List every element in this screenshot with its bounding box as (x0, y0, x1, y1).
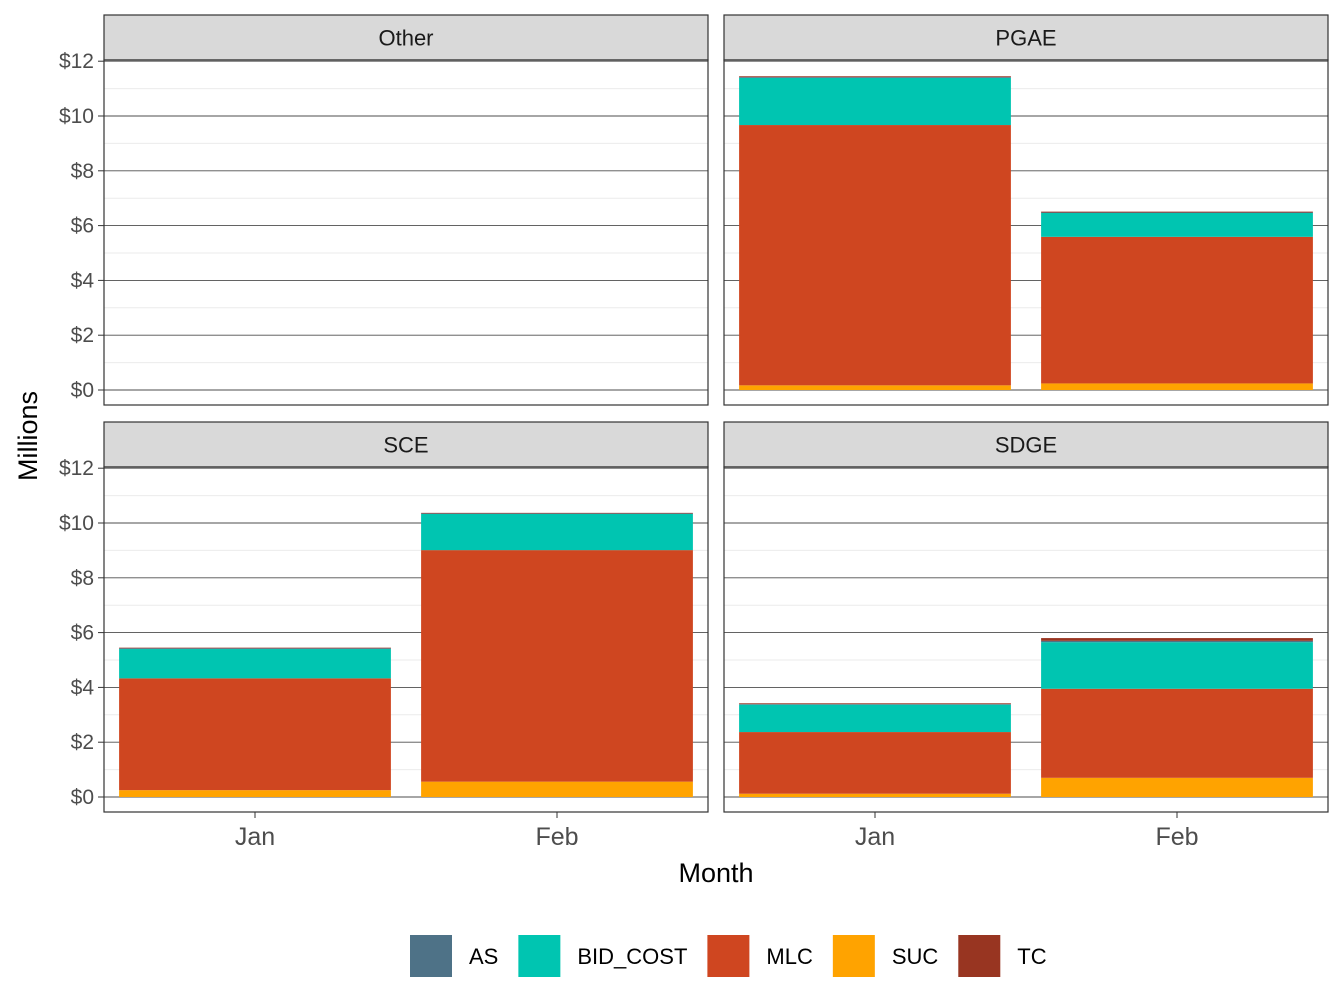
y-tick-label: $10 (59, 512, 94, 535)
bar-segment-bid-cost-feb (1041, 212, 1313, 237)
bar-segment-as-feb (1041, 212, 1313, 213)
y-tick-label: $10 (59, 105, 94, 128)
x-tick-label: Jan (235, 823, 275, 851)
bar-segment-suc-feb (1041, 383, 1313, 390)
facet-strip (103, 421, 709, 468)
y-tick-label: $12 (59, 457, 94, 480)
panel-border (103, 59, 709, 406)
legend-item-as: AS (410, 935, 498, 977)
facet-strip-label: SDGE (995, 433, 1057, 458)
bar-segment-mlc-feb (1041, 688, 1313, 778)
bar-segment-as-jan (119, 648, 391, 650)
bar-segment-suc-jan (119, 790, 391, 797)
legend-key (410, 935, 452, 977)
legend-label: TC (1017, 944, 1046, 969)
bar-segment-bid-cost-jan (739, 77, 1011, 126)
legend-label: AS (469, 944, 498, 969)
y-tick-label: $12 (59, 50, 94, 73)
facet-panel-other: Other $0 $2 $4 $6 $8 $10 $12 (59, 14, 709, 406)
bar-segment-mlc-feb (421, 550, 693, 782)
facet-panel-sce: SCE $0 $2 $4 $6 $8 $10 $12 Jan Feb (59, 421, 709, 851)
legend-item-tc: TC (958, 935, 1047, 977)
bar-segment-mlc-jan (739, 732, 1011, 794)
bar-segment-as-jan (739, 77, 1011, 78)
bar-segment-suc-jan (739, 793, 1011, 797)
y-tick-label: $2 (71, 324, 94, 347)
y-tick-label: $0 (71, 786, 94, 809)
legend-item-bid-cost: BID_COST (518, 935, 687, 977)
bar-segment-bid-cost-feb (421, 513, 693, 551)
legend-key (832, 935, 875, 977)
facet-strip (723, 421, 1329, 468)
y-tick-label: $8 (71, 567, 94, 590)
x-tick-label: Jan (855, 823, 895, 851)
bar-segment-bid-cost-jan (739, 704, 1011, 733)
facet-strip-label: PGAE (995, 26, 1056, 51)
facet-panels: Other $0 $2 $4 $6 $8 $10 $12 PGAE SCE $0 $2 $4 $6 $8 $1… (59, 14, 1329, 851)
y-tick-label: $0 (71, 379, 94, 402)
bar-segment-as-jan (739, 704, 1011, 705)
legend: AS BID_COST MLC SUC TC (410, 935, 1047, 977)
panel-border (723, 59, 1329, 406)
bar-segment-tc-feb (421, 512, 693, 514)
facet-strip (103, 14, 709, 61)
facet-panel-pgae: PGAE (723, 14, 1329, 406)
facet-strip-label: Other (378, 26, 433, 51)
y-tick-label: $6 (71, 622, 94, 645)
panel-background (104, 60, 708, 405)
facet-strip-label: SCE (383, 433, 428, 458)
legend-label: MLC (766, 944, 813, 969)
bar-segment-bid-cost-feb (1041, 642, 1313, 689)
x-tick-label: Feb (1155, 823, 1198, 851)
bar-segment-as-feb (421, 513, 693, 514)
bar-segment-tc-jan (119, 647, 391, 649)
facet-strip (723, 14, 1329, 61)
bar-segment-mlc-jan (119, 678, 391, 791)
x-axis-title: Month (678, 858, 753, 888)
legend-key (958, 935, 1001, 977)
y-tick-label: $2 (71, 731, 94, 754)
legend-key (707, 935, 750, 977)
facet-panel-sdge: SDGE Jan Feb (723, 421, 1329, 851)
y-tick-label: $4 (71, 269, 95, 292)
y-tick-label: $4 (71, 676, 95, 699)
bar-segment-tc-jan (739, 76, 1011, 78)
legend-key (518, 935, 561, 977)
bar-segment-mlc-jan (739, 125, 1011, 386)
bar-segment-suc-feb (1041, 777, 1313, 797)
y-axis-title: Millions (13, 391, 43, 481)
bar-segment-tc-feb (1041, 638, 1313, 641)
bar-segment-mlc-feb (1041, 236, 1313, 384)
bar-segment-as-feb (1041, 640, 1313, 643)
bar-segment-tc-feb (1041, 211, 1313, 213)
legend-item-mlc: MLC (707, 935, 813, 977)
legend-label: BID_COST (577, 944, 687, 969)
legend-item-suc: SUC (832, 935, 939, 977)
panel-border (723, 466, 1329, 813)
y-tick-label: $8 (71, 160, 94, 183)
bar-segment-suc-feb (421, 781, 693, 797)
x-tick-label: Feb (535, 823, 578, 851)
bar-segment-tc-jan (739, 703, 1011, 705)
legend-label: SUC (892, 944, 939, 969)
bar-segment-bid-cost-jan (119, 649, 391, 679)
y-tick-label: $6 (71, 215, 94, 238)
bar-segment-suc-jan (739, 385, 1011, 390)
panel-border (103, 466, 709, 813)
